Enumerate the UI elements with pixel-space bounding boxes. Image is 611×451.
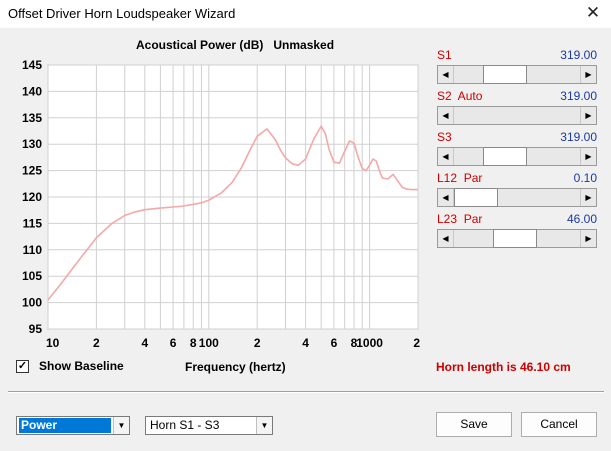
horn-select[interactable]: Horn S1 - S3 ▼ [145, 416, 273, 435]
slider-track[interactable] [453, 188, 581, 207]
series-line [47, 125, 418, 301]
control-label: L12 Par [437, 171, 483, 185]
x-tick-label: 4 [141, 336, 148, 350]
horn-length-text: Horn length is 46.10 cm [436, 360, 571, 374]
control-label: L23 Par [437, 212, 483, 226]
arrow-left-icon[interactable]: ◀ [442, 234, 449, 243]
y-tick-label: 115 [23, 216, 43, 230]
save-button[interactable]: Save [436, 412, 512, 437]
slider-track[interactable] [453, 147, 581, 166]
x-tick-label: 6 [170, 336, 177, 350]
arrow-left-icon[interactable]: ◀ [442, 70, 449, 79]
control-label: S3 [437, 130, 452, 144]
x-tick-label: 100 [199, 336, 219, 350]
slider-track[interactable] [453, 229, 581, 248]
control-slider[interactable]: ◀ ▶ [437, 188, 597, 207]
window-title: Offset Driver Horn Loudspeaker Wizard [8, 6, 236, 21]
x-axis-label: Frequency (hertz) [185, 360, 286, 374]
arrow-left-icon[interactable]: ◀ [442, 152, 449, 161]
control-slider[interactable]: ◀ ▶ [437, 229, 597, 248]
y-tick-label: 100 [22, 296, 42, 310]
slider-track[interactable] [453, 107, 581, 124]
arrow-right-icon[interactable]: ▶ [585, 234, 592, 243]
show-baseline-checkbox[interactable]: ✓ [16, 359, 29, 373]
power-select-value: Power [19, 418, 111, 433]
control-slider[interactable]: ◀ ▶ [437, 65, 597, 84]
y-tick-label: 125 [22, 164, 42, 178]
x-tick-label: 8 [351, 336, 358, 350]
control-slider[interactable]: ◀ ▶ [437, 147, 597, 166]
arrow-right-icon[interactable]: ▶ [585, 193, 592, 202]
control-value: 46.00 [566, 212, 597, 226]
control-label: S1 [437, 48, 452, 62]
y-tick-label: 135 [22, 111, 42, 125]
control-label: S2 Auto [437, 89, 483, 103]
chart-title: Acoustical Power (dB) Unmasked [136, 38, 335, 52]
title-bar: Offset Driver Horn Loudspeaker Wizard ✕ [0, 0, 611, 28]
separator [8, 391, 604, 393]
arrow-right-icon[interactable]: ▶ [585, 70, 592, 79]
x-tick-label: 6 [331, 336, 338, 350]
control-slider[interactable]: ◀ ▶ [437, 106, 597, 125]
power-select[interactable]: Power ▼ [16, 416, 130, 435]
y-tick-label: 140 [22, 84, 42, 98]
x-tick-label: 8 [190, 336, 197, 350]
close-icon[interactable]: ✕ [585, 3, 601, 22]
control-value: 319.00 [560, 130, 597, 144]
x-tick-label: 10 [46, 336, 60, 350]
chevron-down-icon[interactable]: ▼ [256, 417, 272, 434]
x-tick-label: 2 [413, 336, 420, 350]
y-tick-label: 105 [22, 269, 42, 283]
show-baseline-control[interactable]: ✓ Show Baseline [16, 359, 124, 373]
chevron-down-icon[interactable]: ▼ [113, 417, 129, 434]
arrow-left-icon[interactable]: ◀ [442, 193, 449, 202]
x-tick-label: 2 [254, 336, 261, 350]
arrow-right-icon[interactable]: ▶ [585, 111, 592, 120]
control-value: 0.10 [573, 171, 597, 185]
slider-thumb[interactable] [483, 147, 527, 166]
slider-track[interactable] [453, 65, 581, 84]
slider-thumb[interactable] [454, 188, 498, 207]
x-tick-label: 1000 [356, 336, 383, 350]
cancel-button[interactable]: Cancel [521, 412, 597, 437]
x-tick-label: 2 [93, 336, 100, 350]
arrow-left-icon[interactable]: ◀ [442, 111, 449, 120]
y-tick-label: 130 [22, 137, 42, 151]
y-tick-label: 145 [22, 58, 42, 72]
y-tick-label: 120 [22, 190, 42, 204]
control-value: 319.00 [560, 89, 597, 103]
arrow-right-icon[interactable]: ▶ [585, 152, 592, 161]
horn-select-value: Horn S1 - S3 [150, 418, 220, 432]
y-tick-label: 95 [29, 322, 43, 336]
slider-thumb[interactable] [483, 65, 527, 84]
x-tick-label: 4 [302, 336, 309, 350]
y-tick-label: 110 [23, 243, 43, 257]
control-value: 319.00 [560, 48, 597, 62]
show-baseline-label: Show Baseline [39, 359, 124, 373]
slider-thumb[interactable] [493, 229, 537, 248]
